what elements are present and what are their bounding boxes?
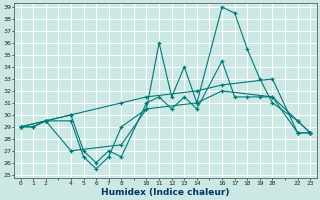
X-axis label: Humidex (Indice chaleur): Humidex (Indice chaleur) bbox=[101, 188, 230, 197]
